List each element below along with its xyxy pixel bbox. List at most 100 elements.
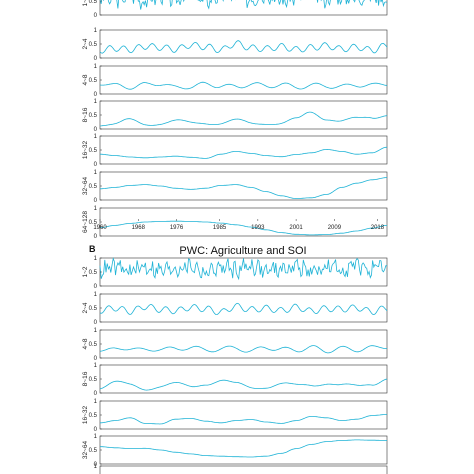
band-axes-frame: [99, 257, 388, 287]
band-label: 2~4: [82, 302, 89, 313]
y-tick-label: 1: [94, 399, 98, 405]
band-label: 16~32: [82, 405, 89, 424]
band-4-8: 0 0.5 1 4~8: [82, 64, 388, 98]
band-64-128: 0 0.5 1 64~128: [82, 206, 388, 240]
band-axes-frame: [99, 364, 388, 394]
x-tick-label: 1985: [213, 225, 227, 231]
band-series-line: [99, 345, 387, 354]
band-axes-frame: [99, 100, 388, 130]
band-series-line: [99, 40, 388, 54]
y-tick-label: 0: [94, 427, 98, 433]
y-tick-label: 0.5: [89, 306, 98, 312]
x-tick-label: 1993: [251, 225, 265, 231]
band-32-64: 0 0.5 1 32~64: [82, 434, 388, 468]
y-tick-label: 0.5: [89, 377, 98, 383]
y-tick-label: 1: [94, 434, 98, 440]
band-label: 4~8: [82, 74, 89, 85]
band-64-128: 1: [94, 464, 388, 474]
band-8-16: 0 0.5 1 8~16: [82, 363, 388, 397]
band-1-2: 0 0.5 1 1~2: [82, 256, 388, 290]
band-series-line: [99, 0, 388, 10]
y-tick-label: 0: [94, 198, 98, 204]
y-tick-label: 0: [94, 234, 98, 240]
y-tick-label: 1: [94, 363, 98, 369]
band-32-64: 0 0.5 1 32~64: [82, 170, 388, 204]
band-label: 8~16: [82, 371, 89, 386]
y-tick-label: 0.5: [89, 342, 98, 348]
y-tick-label: 0: [94, 92, 98, 98]
band-axes-frame: [99, 329, 388, 359]
y-tick-label: 0.5: [89, 448, 98, 454]
x-tick-label: 2001: [289, 225, 303, 231]
y-tick-label: 0: [94, 284, 98, 290]
y-tick-label: 0.5: [89, 413, 98, 419]
y-tick-label: 0.5: [89, 148, 98, 154]
y-tick-label: 0: [94, 462, 98, 468]
band-4-8: 0 0.5 1 4~8: [82, 328, 388, 362]
band-axes-frame: [99, 465, 388, 474]
band-series-line: [99, 439, 387, 458]
band-axes-frame: [99, 29, 388, 59]
band-1-2: 0 0.51~2: [82, 0, 388, 19]
band-axes-frame: [99, 400, 388, 430]
y-tick-label: 1: [94, 134, 98, 140]
y-tick-label: 1: [94, 464, 98, 470]
panel-letter: B: [89, 244, 96, 254]
y-tick-label: 1: [94, 256, 98, 262]
x-tick-label: 2009: [328, 225, 342, 231]
y-tick-label: 1: [94, 206, 98, 212]
band-16-32: 0 0.5 1 16~32: [82, 134, 388, 168]
y-tick-label: 0: [94, 56, 98, 62]
band-label: 1~2: [82, 266, 89, 277]
y-tick-label: 0.5: [89, 220, 98, 226]
band-2-4: 0 0.5 1 2~4: [82, 292, 388, 326]
y-tick-label: 0: [94, 162, 98, 168]
band-16-32: 0 0.5 1 16~32: [82, 399, 388, 433]
y-tick-label: 0: [94, 391, 98, 397]
x-tick-label: 1976: [170, 225, 184, 231]
y-tick-label: 0.5: [89, 42, 98, 48]
band-series-line: [99, 302, 388, 316]
y-tick-label: 1: [94, 64, 98, 70]
band-series-line: [99, 257, 388, 281]
band-series-line: [100, 414, 388, 425]
band-label: 4~8: [82, 338, 89, 349]
y-tick-label: 1: [94, 328, 98, 334]
band-axes-frame: [99, 135, 388, 165]
y-tick-label: 0.5: [89, 113, 98, 119]
panel-title: PWC: Agriculture and SOI: [179, 245, 306, 257]
y-tick-label: 0.5: [89, 184, 98, 190]
band-axes-frame: [99, 65, 388, 95]
band-8-16: 0 0.5 1 8~16: [82, 99, 388, 133]
x-tick-label: 1960: [93, 225, 107, 231]
band-axes-frame: [99, 293, 388, 323]
band-series-line: [100, 220, 387, 236]
y-tick-label: 1: [94, 292, 98, 298]
band-series-line: [100, 146, 388, 159]
band-2-4: 0 0.5 1 2~4: [82, 28, 388, 62]
band-series-line: [99, 81, 388, 90]
x-tick-label: 1968: [132, 225, 146, 231]
band-series-line: [99, 111, 388, 127]
y-tick-label: 1: [94, 99, 98, 105]
band-series-line: [99, 378, 388, 391]
y-tick-label: 0: [94, 356, 98, 362]
band-label: 1~2: [82, 0, 89, 7]
y-tick-label: 1: [94, 28, 98, 34]
band-label: 2~4: [82, 38, 89, 49]
y-tick-label: 0: [94, 127, 98, 133]
x-axis: 1960 1968 1976 1985 1993 2001 2009 2018: [93, 219, 385, 231]
band-label: 16~32: [82, 140, 89, 159]
y-tick-label: 1: [94, 170, 98, 176]
y-tick-label: 0: [94, 13, 98, 19]
band-label: 32~64: [82, 440, 89, 459]
y-tick-label: 0.5: [89, 78, 98, 84]
panel-b: B PWC: Agriculture and SOI 0 0.5 1 1~2 0 0.5 1 2~…: [82, 244, 388, 474]
y-tick-label: 0.5: [89, 0, 98, 5]
band-label: 32~64: [82, 176, 89, 195]
band-series-line: [100, 177, 387, 199]
x-tick-label: 2018: [371, 225, 385, 231]
y-tick-label: 0: [94, 320, 98, 326]
band-label: 64~128: [82, 211, 89, 233]
